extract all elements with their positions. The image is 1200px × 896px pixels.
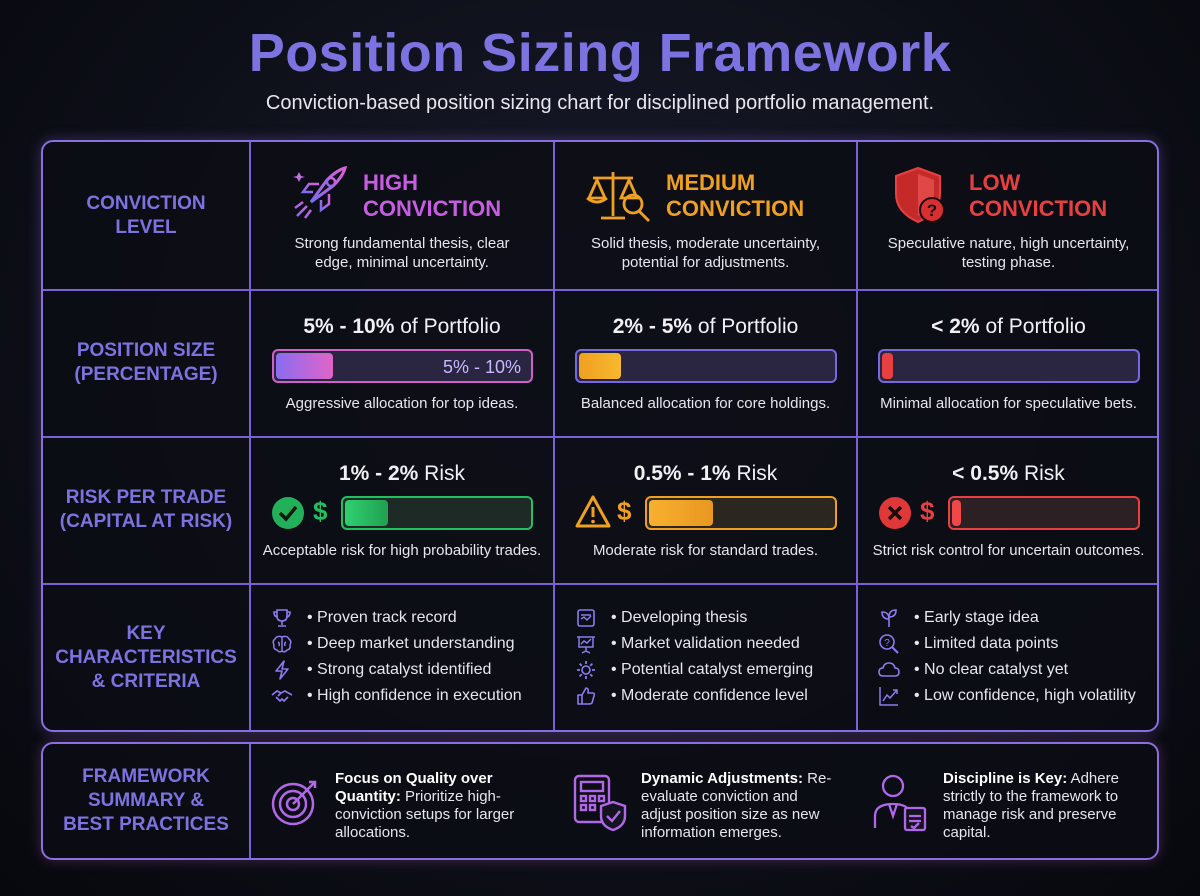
risk-range-label: 0.5% - 1% Risk: [633, 462, 778, 485]
person-clipboard-icon: [873, 774, 927, 832]
size-range-label: < 2% of Portfolio: [931, 315, 1086, 338]
list-item: • Early stage idea: [876, 605, 1136, 631]
risk-high: 1% - 2% Risk $ Acceptable risk for high …: [251, 438, 553, 583]
list-item: • High confidence in execution: [269, 683, 522, 709]
size-range-label: 2% - 5% of Portfolio: [612, 315, 799, 338]
characteristics-high: • Proven track record • Deep market unde…: [251, 585, 553, 732]
size-note: Aggressive allocation for top ideas.: [285, 395, 519, 412]
characteristics-medium: • Developing thesis • Market validation …: [555, 585, 856, 732]
risk-range-label: < 0.5% Risk: [952, 462, 1065, 485]
handshake-icon: [271, 690, 293, 703]
row-label-position-size: POSITION SIZE (PERCENTAGE): [74, 339, 218, 385]
dollar-icon: $: [617, 496, 632, 526]
risk-progress-bar: [948, 496, 1140, 530]
summary-item-quality: Focus on Quality over Quantity: Prioriti…: [265, 744, 565, 858]
divider: [43, 436, 1157, 438]
size-note: Minimal allocation for speculative bets.: [880, 395, 1137, 412]
row-label-risk: RISK PER TRADE (CAPITAL AT RISK): [59, 486, 233, 532]
size-progress-bar: [878, 349, 1140, 383]
list-item: ? • Limited data points: [876, 631, 1136, 657]
framework-grid: CONVICTION LEVEL POSITION SIZE (PERCENTAGE…: [41, 140, 1159, 732]
risk-medium: 0.5% - 1% Risk $ Moderate risk for stand…: [555, 438, 856, 583]
warning-icon: [575, 495, 611, 528]
header-high-conviction: HIGH CONVICTION Strong fundamental thesi…: [251, 142, 553, 289]
svg-text:?: ?: [927, 201, 937, 220]
target-icon: [271, 780, 317, 826]
calculator-shield-icon: [573, 774, 627, 832]
row-label-conviction: CONVICTION LEVEL: [86, 192, 206, 238]
size-progress-bar: [575, 349, 837, 383]
conviction-title: MEDIUM CONVICTION: [666, 170, 805, 221]
characteristics-list: • Early stage idea ? • Limited data poin…: [876, 605, 1136, 709]
position-size-medium: 2% - 5% of Portfolio Balanced allocation…: [555, 291, 856, 436]
risk-progress-bar: [341, 496, 533, 530]
characteristics-list: • Developing thesis • Market validation …: [573, 605, 813, 709]
presentation-icon: [577, 636, 595, 654]
sprout-icon: [881, 609, 897, 627]
summary-item-dynamic: Dynamic Adjustments: Re-evaluate convict…: [569, 744, 869, 858]
summary-item-discipline: Discipline is Key: Adhere strictly to th…: [865, 744, 1159, 858]
summary-text: Focus on Quality over Quantity: Prioriti…: [335, 770, 515, 841]
characteristics-list: • Proven track record • Deep market unde…: [269, 605, 522, 709]
conviction-description: Speculative nature, high uncertainty, tes…: [887, 235, 1130, 271]
divider: [249, 744, 251, 858]
list-item: • Market validation needed: [573, 631, 813, 657]
list-item: • Strong catalyst identified: [269, 657, 522, 683]
dollar-icon: $: [313, 496, 328, 526]
risk-progress-bar: [645, 496, 837, 530]
lightning-icon: [275, 660, 289, 680]
header-medium-conviction: MEDIUM CONVICTION Solid thesis, moderate…: [555, 142, 856, 289]
shield-question-icon: ?: [895, 166, 945, 224]
size-bar-label: 5% - 10%: [442, 357, 521, 377]
check-circle-icon: [272, 497, 304, 529]
document-icon: [577, 609, 595, 627]
trend-chart-icon: [879, 687, 898, 706]
rocket-icon: [293, 165, 348, 219]
position-size-low: < 2% of Portfolio Minimal allocation for…: [858, 291, 1159, 436]
row-label-key-characteristics: KEY CHARACTERISTICS & CRITERIA: [55, 622, 237, 692]
position-size-high: 5% - 10% of Portfolio 5% - 10% Aggressiv…: [251, 291, 553, 436]
x-circle-icon: [879, 497, 911, 529]
list-item: • Low confidence, high volatility: [876, 683, 1136, 709]
divider: [43, 583, 1157, 585]
page-title: Position Sizing Framework: [248, 23, 952, 83]
scales-icon: [586, 172, 650, 222]
list-item: • Moderate confidence level: [573, 683, 813, 709]
page-subtitle: Conviction-based position sizing chart f…: [265, 92, 935, 114]
list-item: • Proven track record: [269, 605, 522, 631]
trophy-icon: [273, 609, 291, 627]
conviction-description: Solid thesis, moderate uncertainty, poten…: [590, 235, 820, 271]
risk-note: Strict risk control for uncertain outcom…: [872, 542, 1145, 559]
characteristics-low: • Early stage idea ? • Limited data poin…: [858, 585, 1159, 732]
brain-icon: [272, 635, 292, 653]
row-label-summary: FRAMEWORK SUMMARY & BEST PRACTICES: [63, 766, 229, 835]
list-item: • Developing thesis: [573, 605, 813, 631]
gear-icon: [577, 661, 595, 679]
summary-text: Discipline is Key: Adhere strictly to th…: [943, 770, 1119, 841]
conviction-title: LOW CONVICTION: [969, 170, 1108, 221]
divider: [43, 289, 1157, 291]
size-note: Balanced allocation for core holdings.: [580, 395, 831, 412]
svg-text:?: ?: [884, 638, 890, 649]
size-progress-bar: 5% - 10%: [272, 349, 533, 383]
header-low-conviction: ? LOW CONVICTION Speculative nature, hig…: [858, 142, 1159, 289]
list-item: • No clear catalyst yet: [876, 657, 1136, 683]
list-item: • Deep market understanding: [269, 631, 522, 657]
framework-summary: FRAMEWORK SUMMARY & BEST PRACTICES Focus o…: [41, 742, 1159, 860]
conviction-description: Strong fundamental thesis, clear edge, mi…: [294, 235, 510, 271]
dollar-icon: $: [920, 496, 935, 526]
conviction-title: HIGH CONVICTION: [363, 170, 502, 221]
risk-range-label: 1% - 2% Risk: [338, 462, 466, 485]
size-range-label: 5% - 10% of Portfolio: [303, 315, 501, 338]
risk-note: Moderate risk for standard trades.: [592, 542, 819, 559]
cloud-icon: [878, 662, 900, 677]
risk-note: Acceptable risk for high probability tra…: [262, 542, 542, 559]
magnifier-question-icon: ?: [879, 634, 899, 654]
summary-text: Dynamic Adjustments: Re-evaluate convict…: [641, 770, 832, 841]
risk-low: < 0.5% Risk $ Strict risk control for un…: [858, 438, 1159, 583]
thumbs-up-icon: [577, 687, 596, 705]
list-item: • Potential catalyst emerging: [573, 657, 813, 683]
